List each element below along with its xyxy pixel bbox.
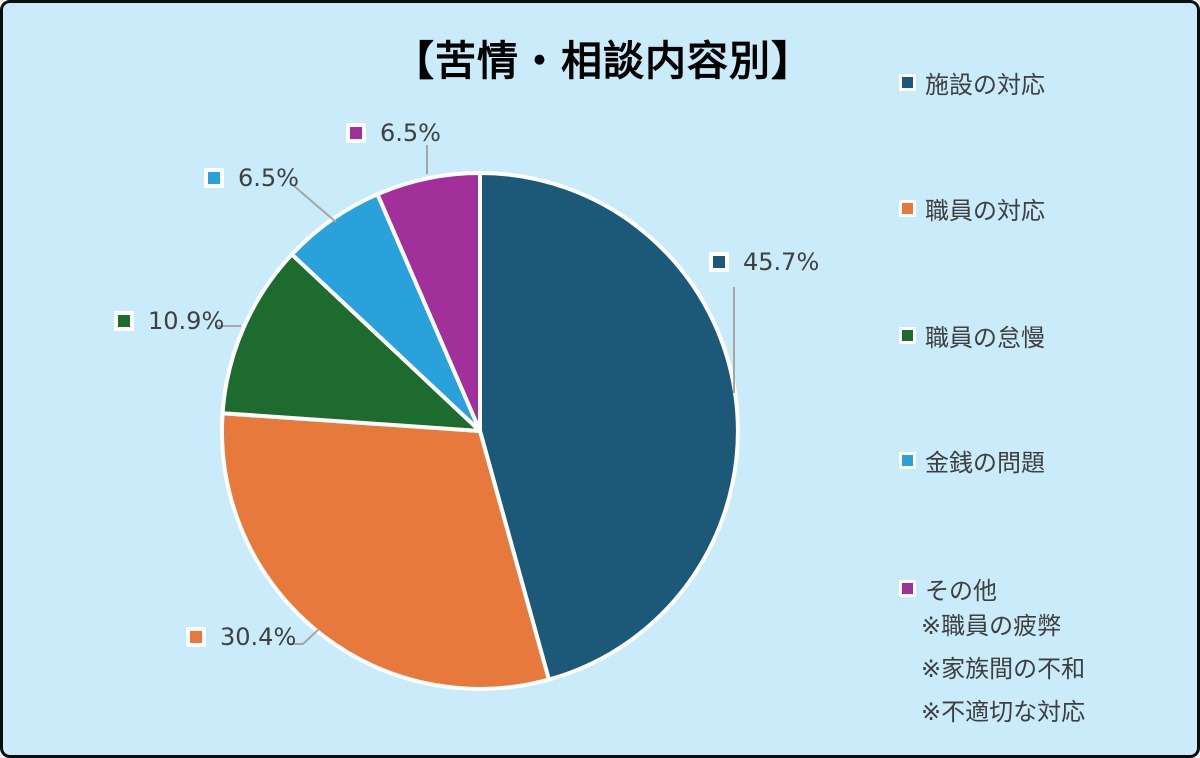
legend-label-0: 施設の対応	[925, 71, 1045, 99]
data-label-marker-1	[186, 627, 206, 647]
data-label-slice-3: 6.5%	[204, 164, 299, 192]
data-label-slice-4: 6.5%	[346, 119, 441, 147]
legend-item-2: 職員の怠慢	[899, 318, 1045, 353]
legend-marker-3	[899, 452, 916, 469]
legend-note-1: ※家族間の不和	[921, 655, 1086, 683]
legend-note-0: ※職員の疲弊	[921, 612, 1062, 640]
pie-chart	[215, 145, 740, 691]
legend-label-3: 金銭の問題	[925, 449, 1045, 477]
legend-notes: ※職員の疲弊 ※家族間の不和 ※不適切な対応	[921, 607, 1085, 736]
legend-marker-2	[899, 327, 916, 344]
leader-line-slice-3	[293, 185, 337, 223]
data-label-value-4: 6.5%	[380, 119, 441, 147]
data-label-marker-2	[114, 311, 134, 331]
data-label-value-0: 45.7%	[743, 248, 820, 276]
legend-item-0: 施設の対応	[899, 65, 1045, 100]
data-label-slice-1: 30.4%	[186, 623, 296, 651]
data-label-value-2: 10.9%	[148, 307, 225, 335]
data-label-marker-0	[709, 252, 729, 272]
legend-marker-0	[899, 74, 916, 91]
legend-item-1: 職員の対応	[899, 191, 1045, 226]
data-label-marker-4	[346, 123, 366, 143]
data-label-slice-2: 10.9%	[114, 307, 224, 335]
legend-marker-1	[899, 200, 916, 217]
pie-slice-4	[375, 170, 482, 433]
legend-marker-4	[899, 580, 916, 597]
pie-slice-2	[220, 252, 482, 433]
data-label-value-1: 30.4%	[220, 623, 297, 651]
legend-label-4: その他	[925, 577, 997, 605]
legend-label-2: 職員の怠慢	[925, 324, 1045, 352]
data-label-value-3: 6.5%	[238, 164, 299, 192]
pie-slices	[220, 170, 740, 691]
data-label-slice-0: 45.7%	[709, 248, 819, 276]
legend-item-3: 金銭の問題	[899, 443, 1045, 478]
data-label-marker-3	[204, 168, 224, 188]
legend-label-1: 職員の対応	[925, 197, 1045, 225]
chart-title: 【苦情・相談内容別】	[393, 37, 813, 85]
legend-item-4: その他	[899, 571, 997, 606]
leader-line-slice-1	[289, 628, 320, 645]
pie-slice-0	[478, 171, 740, 682]
legend-note-2: ※不適切な対応	[921, 698, 1086, 726]
